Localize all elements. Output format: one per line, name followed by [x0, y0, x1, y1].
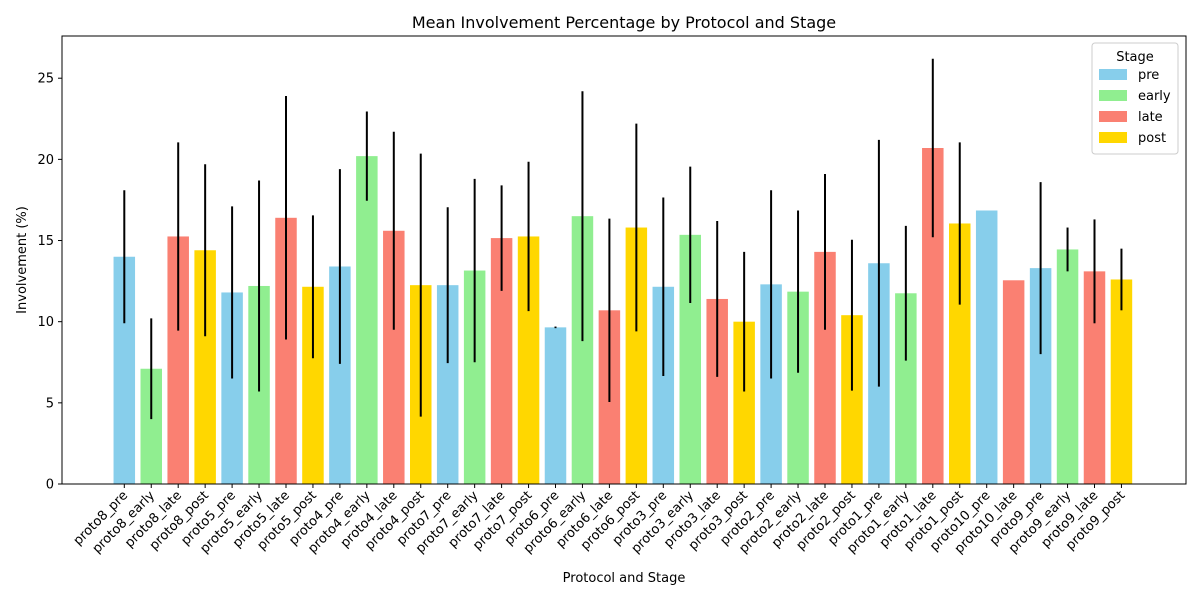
- legend-swatch-pre: [1099, 69, 1127, 80]
- y-tick-label: 15: [37, 234, 54, 249]
- y-axis-label: Involvement (%): [15, 206, 30, 314]
- legend-swatch-early: [1099, 90, 1127, 101]
- bar-proto10_pre: [975, 210, 998, 485]
- bar-proto4_late: [383, 230, 405, 484]
- bar-proto1_post: [949, 223, 971, 485]
- bar-proto1_late: [922, 148, 944, 484]
- bar-proto5_post: [302, 286, 324, 484]
- bar-proto7_late: [490, 238, 513, 484]
- bar-proto2_late: [814, 251, 836, 484]
- bar-proto7_pre: [436, 285, 459, 484]
- x-axis-label: Protocol and Stage: [563, 571, 686, 586]
- bar-proto9_early: [1056, 249, 1079, 484]
- bar-proto8_early: [140, 368, 162, 484]
- bar-proto3_late: [706, 298, 728, 484]
- bar-proto9_pre: [1029, 268, 1052, 484]
- bar-proto2_post: [841, 315, 863, 484]
- y-tick-label: 0: [46, 478, 54, 493]
- bar-proto3_post: [733, 321, 755, 484]
- plot-frame: [61, 35, 1187, 485]
- bar-proto4_early: [356, 156, 378, 484]
- bar-proto2_pre: [760, 284, 782, 484]
- bar-proto5_late: [275, 217, 297, 485]
- errorbars-layer: [123, 58, 1123, 420]
- legend-swatch-late: [1099, 111, 1127, 122]
- legend-label-late: late: [1138, 110, 1163, 125]
- bar-proto5_pre: [221, 292, 243, 484]
- bar-proto3_early: [679, 234, 701, 484]
- bar-proto10_late: [1002, 280, 1025, 484]
- bar-proto9_post: [1110, 279, 1133, 484]
- bar-proto6_early: [571, 216, 594, 485]
- legend-label-pre: pre: [1138, 68, 1159, 83]
- y-tick-label: 20: [37, 153, 54, 168]
- legend-label-early: early: [1138, 89, 1171, 104]
- bar-proto4_pre: [329, 266, 351, 484]
- bar-proto1_early: [895, 293, 917, 484]
- bar-proto7_post: [517, 236, 540, 484]
- bar-proto9_late: [1083, 271, 1106, 484]
- y-tick-label: 10: [37, 315, 54, 330]
- bar-proto2_early: [787, 291, 809, 484]
- bar-proto3_pre: [652, 286, 675, 484]
- y-tick-label: 5: [46, 396, 54, 411]
- bar-proto8_late: [167, 236, 189, 484]
- legend-swatch-post: [1099, 132, 1127, 143]
- bars-layer: [113, 148, 1133, 485]
- bar-proto6_pre: [544, 327, 567, 484]
- y-axis: 0 5 10 15 20 25: [37, 72, 62, 493]
- bar-proto6_post: [625, 227, 648, 485]
- legend-title: Stage: [1116, 50, 1154, 65]
- legend-label-post: post: [1138, 131, 1166, 146]
- bar-proto8_pre: [113, 256, 136, 484]
- y-tick-label: 25: [37, 72, 54, 87]
- legend: Stage pre early late post: [1091, 42, 1179, 155]
- chart-title: Mean Involvement Percentage by Protocol …: [412, 13, 836, 32]
- bar-proto7_early: [463, 270, 486, 484]
- bar-proto8_post: [194, 250, 216, 484]
